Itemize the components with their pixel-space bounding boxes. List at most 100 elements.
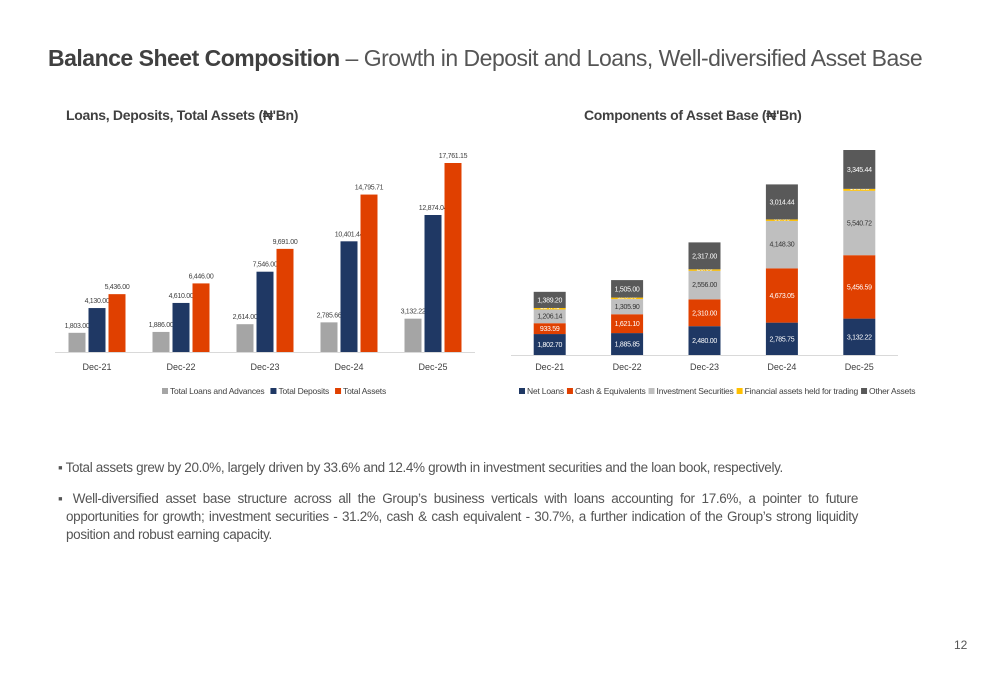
bar-total-assets-dec-25 [444, 163, 462, 352]
bar-total-deposits-dec-25 [424, 215, 442, 352]
segment-financial-assets-held-for-trading-dec-21 [533, 307, 566, 310]
legend-swatch-cash-equivalents [566, 388, 573, 394]
bar-total-deposits-dec-21 [88, 308, 106, 352]
data-label-cash-equivalents-dec-21: 933.59 [540, 326, 560, 333]
segment-financial-assets-held-for-trading-dec-23 [688, 269, 721, 271]
segment-cash-equivalents-dec-25 [843, 255, 876, 319]
segment-net-loans-dec-24 [765, 322, 798, 355]
legend-label-total-assets: Total Assets [343, 386, 386, 396]
bar-total-assets-dec-23 [276, 248, 294, 352]
segment-other-assets-dec-22 [611, 280, 644, 298]
segment-other-assets-dec-21 [533, 291, 566, 308]
data-label-other-assets-dec-25: 3,345.44 [847, 167, 872, 174]
segment-cash-equivalents-dec-23 [688, 299, 721, 327]
data-label-investment-securities-dec-22: 1,305.90 [615, 304, 640, 311]
data-label-total-loans-and-advances-dec-22: 1,886.00 [149, 322, 174, 329]
data-label-total-assets-dec-21: 5,436.00 [105, 284, 130, 291]
bar-total-deposits-dec-24 [340, 241, 358, 352]
data-label-cash-equivalents-dec-25: 5,456.59 [847, 284, 872, 291]
data-label-total-loans-and-advances-dec-25: 3,132.22 [401, 309, 426, 316]
legend-label-investment-securities: Investment Securities [657, 386, 734, 396]
segment-other-assets-dec-23 [688, 242, 721, 270]
data-label-cash-equivalents-dec-23: 2,310.00 [692, 310, 717, 317]
x-tick-label: Dec-25 [845, 362, 874, 372]
data-label-total-deposits-dec-23: 7,546.00 [253, 262, 278, 269]
segment-net-loans-dec-23 [688, 326, 721, 355]
legend-swatch-financial-assets-held-for-trading [736, 388, 743, 394]
data-label-total-loans-and-advances-dec-23: 2,614.00 [233, 314, 258, 321]
segment-investment-securities-dec-23 [688, 269, 721, 300]
data-label-total-deposits-dec-25: 12,874.04 [419, 205, 448, 212]
segment-investment-securities-dec-22 [611, 299, 644, 315]
page-title: Balance Sheet Composition – Growth in De… [48, 45, 923, 72]
page-title-rest: – Growth in Deposit and Loans, Well-dive… [339, 45, 923, 71]
bar-total-loans-and-advances-dec-24 [320, 322, 338, 352]
data-label-total-assets-dec-23: 9,691.00 [273, 239, 298, 246]
bullet-2: ▪ Well-diversified asset base structure … [58, 491, 858, 542]
bar-total-loans-and-advances-dec-22 [152, 331, 170, 352]
bar-total-deposits-dec-22 [172, 302, 190, 352]
page-number: 12 [954, 638, 968, 652]
data-label-other-assets-dec-24: 3,014.44 [769, 199, 794, 206]
legend-label-other-assets: Other Assets [869, 386, 915, 396]
segment-net-loans-dec-22 [611, 333, 644, 355]
data-label-investment-securities-dec-24: 4,148.30 [769, 242, 794, 249]
bullet-1: ▪ Total assets grew by 20.0%, largely dr… [58, 460, 783, 475]
x-tick-label: Dec-25 [418, 362, 447, 372]
bar-total-deposits-dec-23 [256, 271, 274, 352]
legend-label-total-loans-and-advances: Total Loans and Advances [170, 386, 264, 396]
segment-cash-equivalents-dec-21 [533, 323, 566, 335]
bullet-list: ▪ Total assets grew by 20.0%, largely dr… [58, 459, 858, 557]
segment-investment-securities-dec-25 [843, 190, 876, 256]
data-label-net-loans-dec-23: 2,480.00 [692, 338, 717, 345]
segment-financial-assets-held-for-trading-dec-25 [843, 188, 876, 191]
segment-cash-equivalents-dec-24 [765, 268, 798, 323]
bar-total-assets-dec-22 [192, 283, 210, 352]
segment-investment-securities-dec-21 [533, 309, 566, 324]
segment-financial-assets-held-for-trading-dec-24 [765, 219, 798, 221]
data-label-other-assets-dec-21: 1,389.20 [537, 297, 562, 304]
left-chart-title: Loans, Deposits, Total Assets (₦'Bn) [66, 107, 299, 123]
x-tick-label: Dec-21 [82, 362, 111, 372]
legend-swatch-investment-securities [648, 388, 655, 394]
data-label-cash-equivalents-dec-22: 1,621.10 [615, 321, 640, 328]
bar-total-loans-and-advances-dec-23 [236, 324, 254, 352]
data-label-total-loans-and-advances-dec-24: 2,785.66 [317, 312, 342, 319]
data-label-investment-securities-dec-21: 1,206.14 [537, 314, 562, 321]
data-label-other-assets-dec-23: 2,317.00 [692, 253, 717, 260]
legend-swatch-total-deposits [270, 388, 277, 394]
data-label-total-deposits-dec-22: 4,610.00 [169, 293, 194, 300]
right-chart-title: Components of Asset Base (₦'Bn) [584, 107, 802, 123]
x-tick-label: Dec-24 [334, 362, 363, 372]
segment-other-assets-dec-25 [843, 150, 876, 189]
data-label-net-loans-dec-21: 1,802.70 [537, 342, 562, 349]
data-label-total-assets-dec-24: 14,795.71 [355, 185, 384, 192]
legend-swatch-total-loans-and-advances [162, 388, 168, 394]
data-label-investment-securities-dec-25: 5,540.72 [847, 221, 872, 228]
data-label-other-assets-dec-22: 1,505.00 [615, 286, 640, 293]
x-tick-label: Dec-23 [690, 362, 719, 372]
bar-total-loans-and-advances-dec-25 [404, 318, 422, 352]
data-label-total-assets-dec-25: 17,761.15 [439, 153, 468, 160]
legend-label-cash-equivalents: Cash & Equivalents [575, 386, 646, 396]
bar-total-assets-dec-24 [360, 194, 378, 352]
legend-label-net-loans: Net Loans [527, 386, 564, 396]
legend-swatch-net-loans [519, 388, 525, 394]
legend-label-financial-assets-held-for-trading: Financial assets held for trading [745, 386, 859, 396]
data-label-net-loans-dec-24: 2,785.75 [769, 336, 794, 343]
data-label-total-assets-dec-22: 6,446.00 [189, 273, 214, 280]
data-label-cash-equivalents-dec-24: 4,673.05 [769, 293, 794, 300]
legend-label-total-deposits: Total Deposits [278, 386, 329, 396]
segment-cash-equivalents-dec-22 [611, 314, 644, 334]
legend-swatch-other-assets [861, 388, 868, 394]
page-title-bold: Balance Sheet Composition [48, 45, 340, 71]
x-tick-label: Dec-24 [767, 362, 796, 372]
data-label-net-loans-dec-22: 1,885.85 [615, 342, 640, 349]
data-label-net-loans-dec-25: 3,132.22 [847, 334, 872, 341]
x-tick-label: Dec-22 [613, 362, 642, 372]
x-tick-label: Dec-23 [250, 362, 279, 372]
data-label-total-loans-and-advances-dec-21: 1,803.00 [65, 323, 90, 330]
data-label-total-deposits-dec-24: 10,401.44 [335, 231, 364, 238]
bar-total-assets-dec-21 [108, 294, 126, 352]
